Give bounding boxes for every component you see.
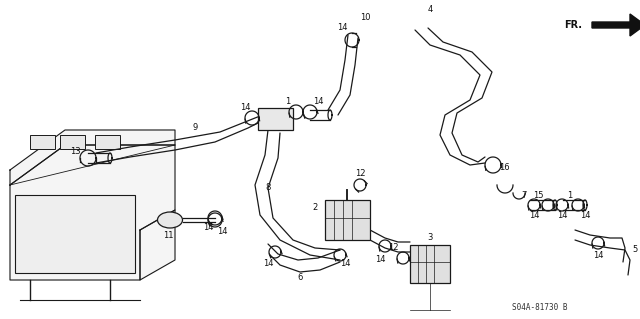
Text: 16: 16 bbox=[499, 164, 509, 173]
Text: 1: 1 bbox=[568, 190, 573, 199]
Text: 9: 9 bbox=[193, 123, 198, 132]
Text: 13: 13 bbox=[70, 147, 80, 157]
Bar bbox=[258, 108, 293, 130]
Text: 2: 2 bbox=[312, 204, 317, 212]
Text: 3: 3 bbox=[428, 234, 433, 242]
Text: 10: 10 bbox=[360, 13, 371, 23]
Bar bbox=[30, 135, 55, 149]
Bar bbox=[95, 135, 120, 149]
Bar bbox=[410, 245, 450, 283]
Bar bbox=[325, 200, 370, 240]
Text: FR.: FR. bbox=[564, 20, 582, 30]
Text: 1: 1 bbox=[285, 98, 291, 107]
Bar bbox=[15, 195, 135, 273]
Text: 14: 14 bbox=[263, 259, 273, 269]
Text: S04A-81730 B: S04A-81730 B bbox=[512, 303, 568, 313]
Bar bbox=[60, 135, 85, 149]
Text: 12: 12 bbox=[388, 243, 398, 253]
Polygon shape bbox=[10, 145, 175, 280]
Text: 12: 12 bbox=[355, 168, 365, 177]
Polygon shape bbox=[10, 130, 175, 185]
Text: 14: 14 bbox=[240, 103, 250, 113]
Text: 14: 14 bbox=[375, 256, 385, 264]
Text: 14: 14 bbox=[313, 98, 323, 107]
Text: 14: 14 bbox=[557, 211, 567, 219]
Text: 14: 14 bbox=[340, 259, 350, 269]
Text: 14: 14 bbox=[529, 211, 540, 219]
Polygon shape bbox=[592, 14, 640, 36]
Text: 14: 14 bbox=[580, 211, 590, 219]
Text: 14: 14 bbox=[337, 24, 348, 33]
Text: 7: 7 bbox=[522, 190, 527, 199]
Text: 8: 8 bbox=[266, 183, 271, 192]
Text: 5: 5 bbox=[632, 246, 637, 255]
Text: 6: 6 bbox=[298, 273, 303, 283]
Text: 14: 14 bbox=[203, 224, 213, 233]
Text: 4: 4 bbox=[428, 5, 433, 14]
Ellipse shape bbox=[157, 212, 182, 228]
Text: 14: 14 bbox=[217, 227, 227, 236]
Text: 11: 11 bbox=[163, 231, 173, 240]
Text: 15: 15 bbox=[532, 190, 543, 199]
Text: 14: 14 bbox=[593, 250, 604, 259]
Polygon shape bbox=[140, 210, 175, 280]
